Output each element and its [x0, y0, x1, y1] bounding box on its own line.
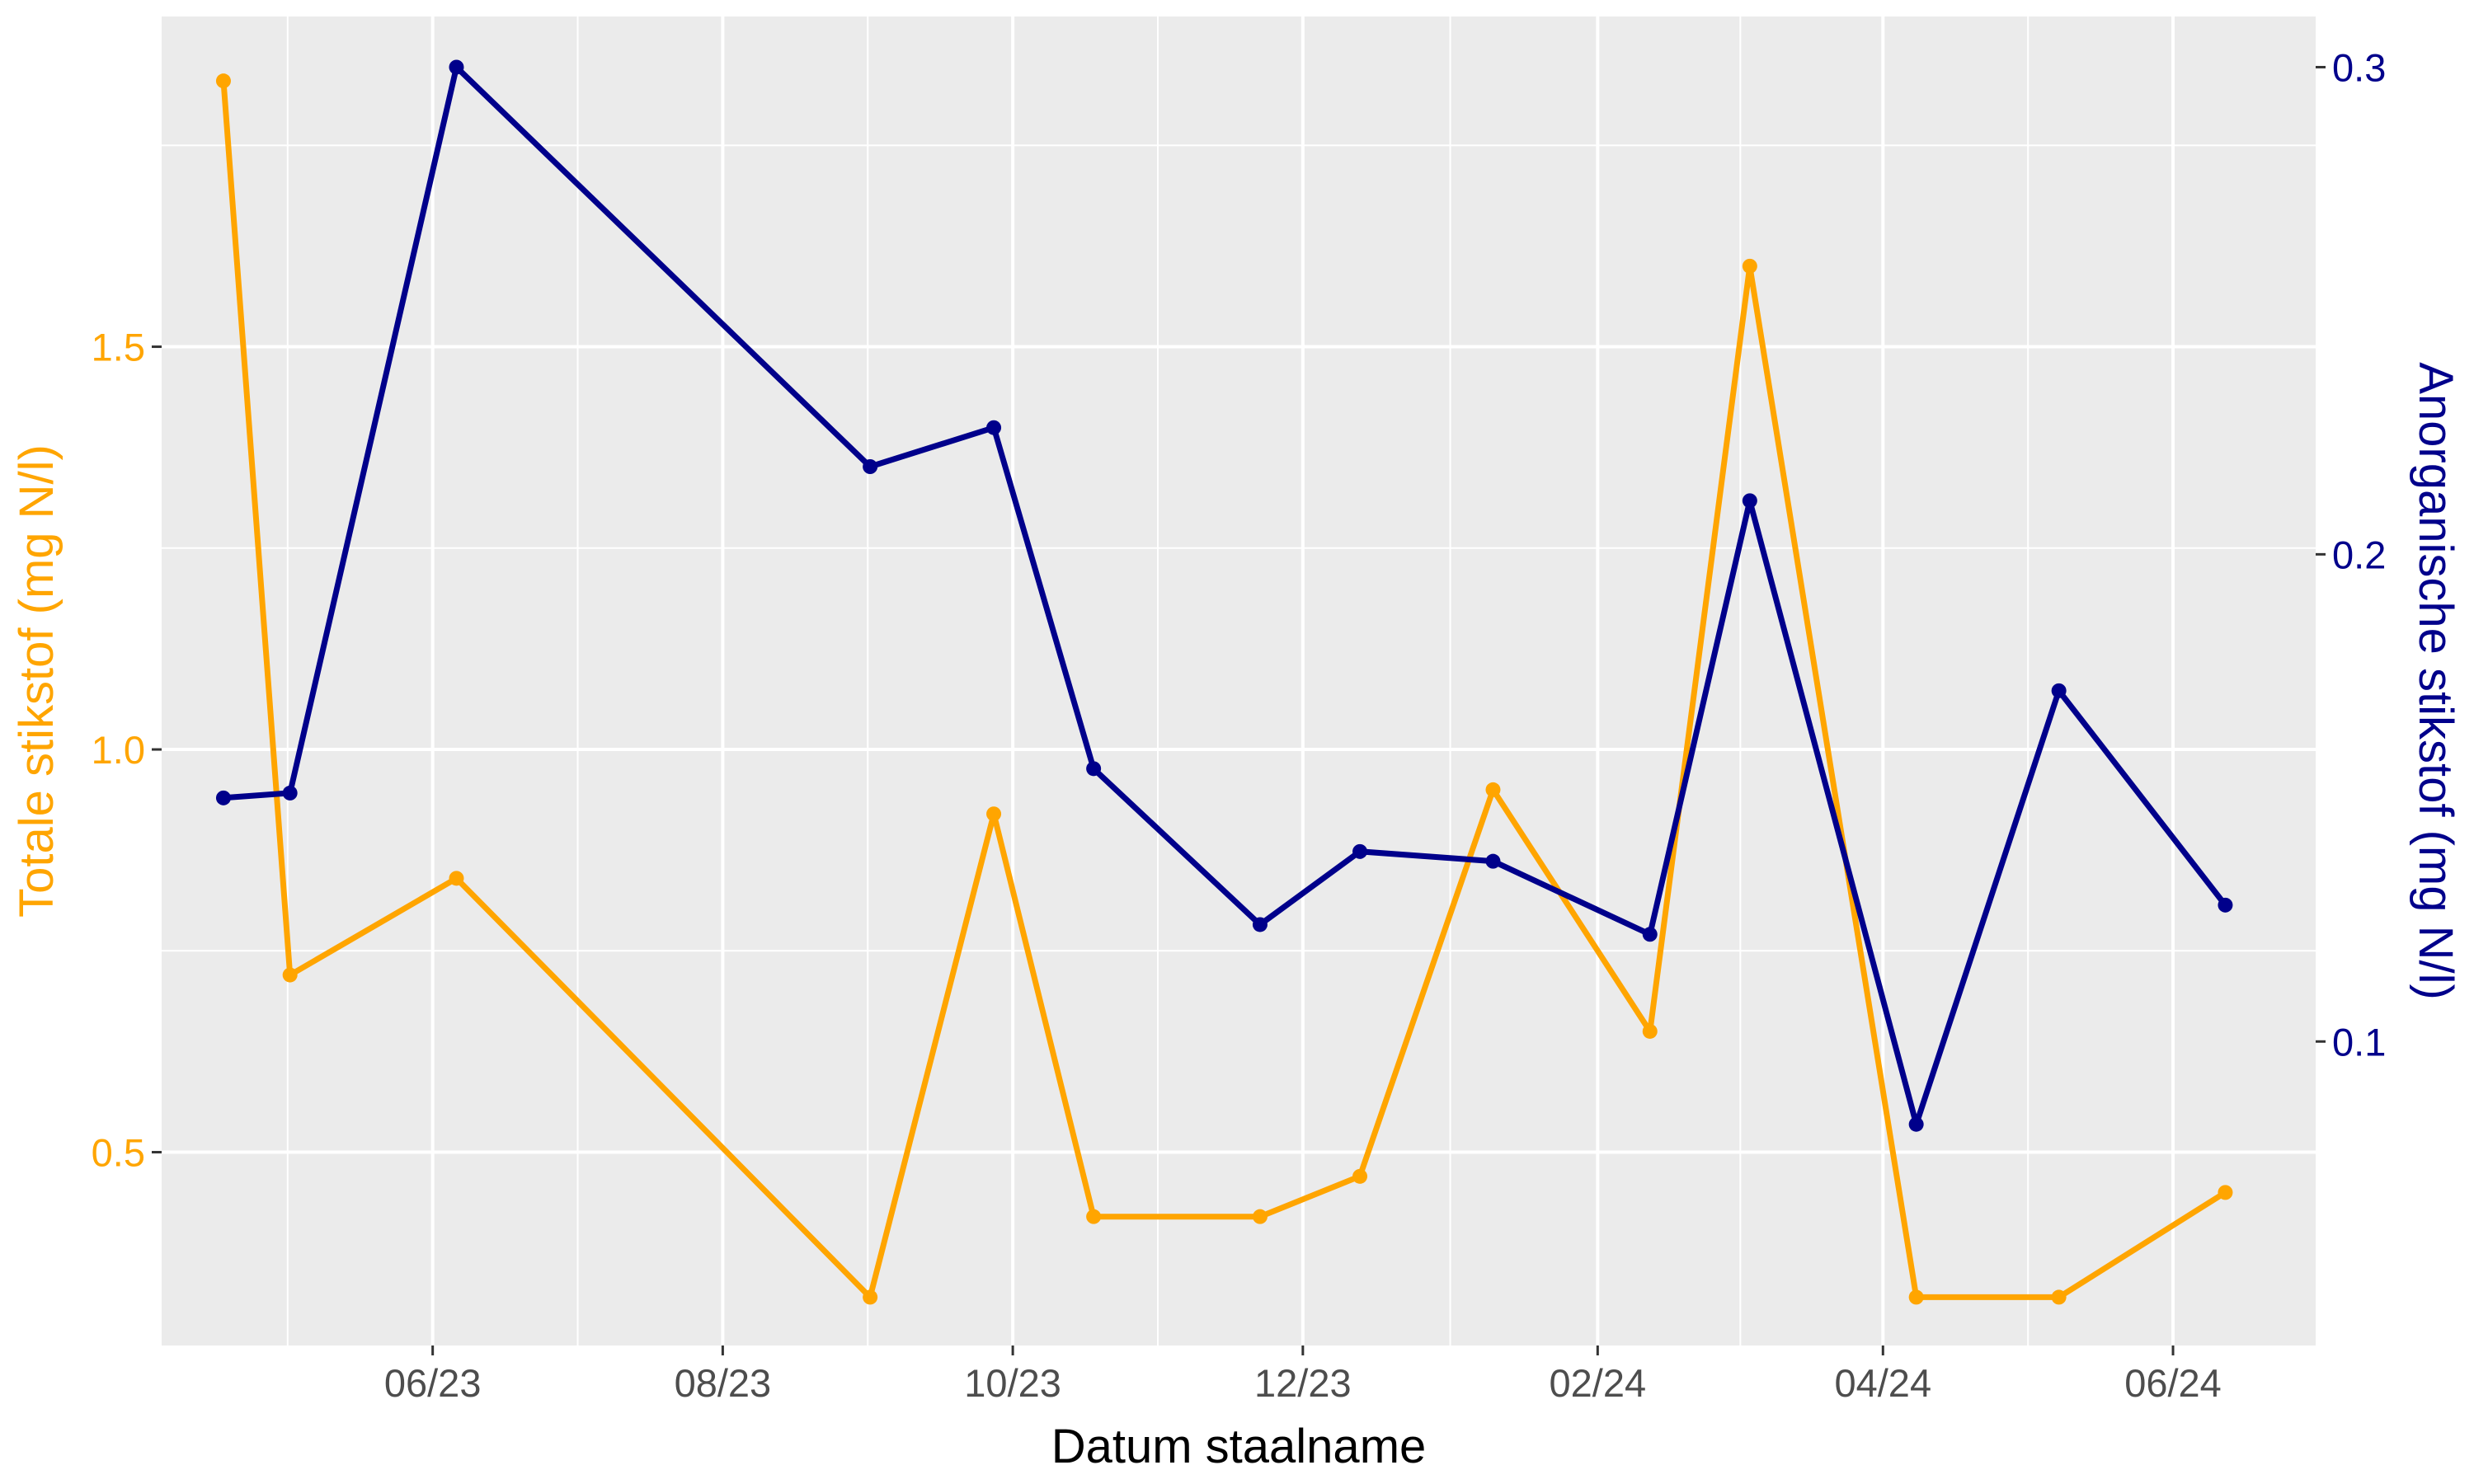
series-layer — [215, 59, 2233, 1305]
left-y-axis: 0.5 1.0 1.5 — [92, 326, 162, 1175]
x-tick-label: 12/23 — [1254, 1361, 1352, 1405]
x-tick-label: 06/23 — [384, 1361, 482, 1405]
data-point-left-axis — [1086, 1209, 1102, 1224]
data-point-left-axis — [282, 967, 298, 983]
minor-gridlines — [162, 16, 2316, 1345]
data-point-left-axis — [1485, 782, 1501, 797]
data-point-right-axis — [449, 59, 464, 75]
data-point-right-axis — [1485, 853, 1501, 869]
x-tick-label: 10/23 — [964, 1361, 1061, 1405]
data-point-right-axis — [1742, 493, 1757, 509]
data-point-right-axis — [1252, 917, 1268, 932]
data-point-right-axis — [986, 420, 1002, 435]
x-tick-label: 08/23 — [675, 1361, 772, 1405]
data-point-right-axis — [2051, 683, 2067, 698]
data-point-right-axis — [282, 785, 298, 801]
left-y-tick-label: 0.5 — [92, 1131, 145, 1175]
x-tick-label: 06/24 — [2124, 1361, 2222, 1405]
data-point-left-axis — [863, 1289, 878, 1305]
data-point-right-axis — [863, 459, 878, 474]
major-gridlines — [162, 16, 2316, 1345]
x-axis: 06/23 08/23 10/23 12/23 02/24 04/24 06/24 — [384, 1345, 2222, 1405]
left-y-axis-title: Totale stikstof (mg N/l) — [10, 444, 63, 918]
left-y-tick-label: 1.5 — [92, 326, 145, 369]
data-point-left-axis — [1908, 1289, 1924, 1305]
right-y-tick-label: 0.1 — [2332, 1020, 2386, 1064]
series-line-right-axis — [220, 64, 2228, 1128]
data-point-left-axis — [1642, 1023, 1658, 1039]
data-point-left-axis — [1352, 1168, 1368, 1184]
data-point-left-axis — [2051, 1289, 2067, 1305]
data-point-left-axis — [1252, 1209, 1268, 1224]
data-point-left-axis — [1742, 258, 1757, 274]
x-tick-label: 04/24 — [1834, 1361, 1931, 1405]
left-y-tick-label: 1.0 — [92, 728, 145, 772]
series-line-left-axis — [220, 77, 2228, 1300]
x-tick-label: 02/24 — [1550, 1361, 1647, 1405]
data-point-left-axis — [986, 806, 1002, 822]
data-point-right-axis — [2218, 897, 2233, 913]
right-y-tick-label: 0.2 — [2332, 533, 2386, 576]
data-point-right-axis — [215, 790, 231, 805]
data-point-left-axis — [449, 871, 464, 886]
x-axis-title: Datum staalname — [1051, 1420, 1427, 1473]
data-point-left-axis — [215, 73, 231, 89]
right-y-tick-label: 0.3 — [2332, 45, 2386, 89]
right-y-axis-title: Anorganische stikstof (mg N/l) — [2409, 362, 2462, 1000]
data-point-left-axis — [2218, 1185, 2233, 1200]
data-point-right-axis — [1086, 761, 1102, 777]
data-point-right-axis — [1642, 927, 1658, 942]
data-point-right-axis — [1352, 843, 1368, 859]
plot-panel — [162, 16, 2316, 1345]
data-point-right-axis — [1908, 1116, 1924, 1132]
right-y-axis: 0.1 0.2 0.3 — [2316, 45, 2386, 1064]
